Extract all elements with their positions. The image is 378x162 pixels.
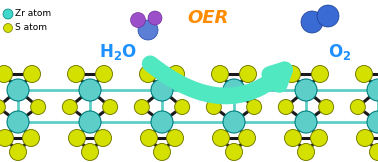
Circle shape [301,11,323,33]
Circle shape [151,111,173,133]
FancyArrowPatch shape [150,64,285,96]
Circle shape [167,65,184,82]
Circle shape [166,129,183,146]
Circle shape [79,79,101,101]
Circle shape [285,129,302,146]
Circle shape [247,99,262,115]
Circle shape [7,79,29,101]
Circle shape [317,5,339,27]
Circle shape [23,65,40,82]
Circle shape [79,111,101,133]
Circle shape [141,129,158,146]
Circle shape [239,129,256,146]
Circle shape [3,9,13,19]
Circle shape [311,65,328,82]
Circle shape [94,129,112,146]
Circle shape [295,111,317,133]
Circle shape [103,99,118,115]
Text: $\mathbf{O_2}$: $\mathbf{O_2}$ [328,42,352,62]
Text: S atom: S atom [15,23,47,33]
Circle shape [356,129,373,146]
Circle shape [9,144,26,161]
Circle shape [138,20,158,40]
Circle shape [31,99,46,115]
Circle shape [212,65,228,82]
Circle shape [175,99,190,115]
Circle shape [0,129,14,146]
Circle shape [3,23,12,33]
Circle shape [350,99,366,115]
Circle shape [367,111,378,133]
Circle shape [240,65,257,82]
Circle shape [0,65,12,82]
Text: Zr atom: Zr atom [15,10,51,18]
Circle shape [223,111,245,133]
Circle shape [370,144,378,161]
Circle shape [284,65,301,82]
Circle shape [130,12,146,28]
Circle shape [134,99,149,115]
Circle shape [68,65,85,82]
Circle shape [96,65,113,82]
Circle shape [319,99,334,115]
Circle shape [62,99,77,115]
Circle shape [0,99,5,115]
Circle shape [206,99,222,115]
Circle shape [367,79,378,101]
Circle shape [310,129,327,146]
Circle shape [355,65,372,82]
Circle shape [223,79,245,101]
Text: $\mathbf{H_2O}$: $\mathbf{H_2O}$ [99,42,137,62]
Circle shape [82,144,99,161]
Circle shape [23,129,39,146]
Circle shape [148,11,162,25]
Text: OER: OER [187,9,229,27]
Circle shape [153,144,170,161]
Circle shape [139,65,156,82]
Circle shape [212,129,229,146]
Circle shape [151,79,173,101]
Circle shape [7,111,29,133]
Circle shape [68,129,85,146]
Circle shape [278,99,293,115]
Circle shape [226,144,243,161]
Circle shape [295,79,317,101]
Circle shape [297,144,314,161]
